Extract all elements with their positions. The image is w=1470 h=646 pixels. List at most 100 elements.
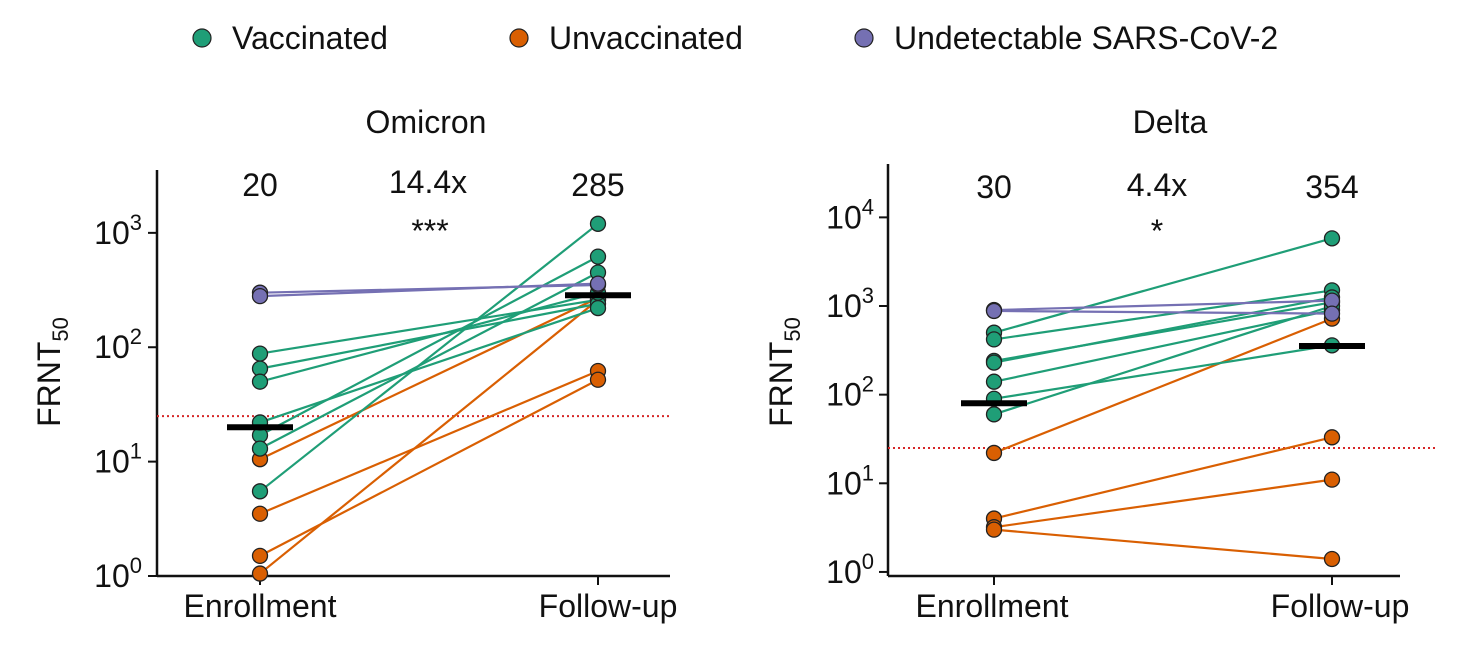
fold-change: 4.4x <box>1127 167 1187 203</box>
y-axis-label: FRNT50 <box>763 317 805 427</box>
y-axis-label: FRNT50 <box>31 317 73 427</box>
point-vaccinated <box>589 299 607 317</box>
point-vaccinated <box>1323 230 1341 247</box>
point-undetectable <box>1323 305 1341 322</box>
y-tick-label: 101 <box>826 460 874 501</box>
y-tick-exponent: 4 <box>862 194 874 219</box>
pair-line-unvaccinated <box>259 298 599 575</box>
pair-line-unvaccinated <box>259 378 599 557</box>
pair-line-vaccinated <box>993 289 1333 341</box>
y-tick-base: 10 <box>826 554 862 590</box>
legend-marker-unvaccinated <box>509 28 529 48</box>
fold-change: 14.4x <box>389 164 467 200</box>
y-axis-label-main: FRNT <box>763 342 799 427</box>
x-label-followup: Follow-up <box>539 588 678 624</box>
y-tick-label: 100 <box>94 553 142 594</box>
legend-marker-undetectable <box>854 28 874 48</box>
point-vaccinated <box>251 440 269 457</box>
y-axis-label-sub: 50 <box>48 317 73 341</box>
group-value-enrollment: 20 <box>242 167 278 203</box>
y-tick-label: 103 <box>826 283 874 324</box>
x-label-enrollment: Enrollment <box>916 588 1069 624</box>
pair-line-unvaccinated <box>993 528 1333 561</box>
y-tick-base: 10 <box>826 377 862 413</box>
y-tick-exponent: 3 <box>130 210 142 235</box>
point-vaccinated <box>985 331 1003 348</box>
y-tick-base: 10 <box>826 465 862 501</box>
point-vaccinated <box>251 373 269 390</box>
panel-omicron: Omicron 20 14.4x 285 *** FRNT50 10010110… <box>31 104 677 624</box>
y-tick-exponent: 0 <box>130 553 142 578</box>
point-vaccinated <box>985 354 1003 371</box>
y-tick-exponent: 1 <box>862 460 874 485</box>
legend: Vaccinated Unvaccinated Undetectable SAR… <box>192 20 1278 56</box>
point-vaccinated <box>589 215 607 232</box>
y-axis-label-main: FRNT <box>31 342 67 427</box>
point-vaccinated <box>985 373 1003 390</box>
point-vaccinated <box>251 483 269 500</box>
point-unvaccinated <box>985 521 1003 538</box>
panel-delta: Delta 30 4.4x 354 * FRNT50 1001011021031… <box>763 104 1435 624</box>
pair-line-undetectable <box>993 309 1333 315</box>
pair-line-unvaccinated <box>993 317 1333 454</box>
pair-line-unvaccinated <box>259 369 599 515</box>
point-undetectable <box>589 275 607 292</box>
pair-line-vaccinated <box>259 291 599 383</box>
point-unvaccinated <box>985 444 1003 462</box>
point-unvaccinated <box>1323 550 1341 568</box>
point-unvaccinated <box>251 505 269 522</box>
pair-line-vaccinated <box>993 296 1333 364</box>
y-tick-exponent: 1 <box>130 439 142 464</box>
point-vaccinated <box>251 345 269 362</box>
y-tick-label: 102 <box>94 324 142 365</box>
y-tick-base: 10 <box>94 444 130 480</box>
point-undetectable <box>251 287 269 305</box>
pair-line-vaccinated <box>993 304 1333 416</box>
y-tick-base: 10 <box>826 288 862 324</box>
x-label-followup: Follow-up <box>1271 588 1410 624</box>
pair-lines <box>259 222 599 575</box>
significance-stars: * <box>1151 213 1163 249</box>
y-tick-exponent: 0 <box>862 549 874 574</box>
significance-stars: *** <box>411 213 448 249</box>
pair-line-vaccinated <box>259 298 599 355</box>
pair-line-undetectable <box>259 282 599 298</box>
pair-line-unvaccinated <box>259 296 599 461</box>
y-tick-exponent: 3 <box>862 283 874 308</box>
data-points <box>251 215 607 582</box>
point-undetectable <box>985 302 1003 320</box>
point-unvaccinated <box>1323 429 1341 446</box>
point-vaccinated <box>589 248 607 265</box>
x-label-enrollment: Enrollment <box>184 588 337 624</box>
pair-line-vaccinated <box>259 222 599 493</box>
pair-lines <box>993 237 1333 561</box>
y-tick-exponent: 2 <box>862 372 874 397</box>
pair-line-unvaccinated <box>993 478 1333 529</box>
pair-line-unvaccinated <box>993 436 1333 520</box>
panel-title: Omicron <box>366 104 487 140</box>
legend-label-undetectable: Undetectable SARS-CoV-2 <box>894 20 1278 56</box>
point-unvaccinated <box>589 371 607 388</box>
y-tick-base: 10 <box>826 199 862 235</box>
pair-line-vaccinated <box>993 237 1333 334</box>
point-vaccinated <box>985 406 1003 423</box>
y-tick-label: 104 <box>826 194 874 235</box>
y-axis-label-sub: 50 <box>780 317 805 341</box>
y-tick-base: 10 <box>94 558 130 594</box>
panel-title: Delta <box>1133 104 1208 140</box>
legend-label-vaccinated: Vaccinated <box>232 20 388 56</box>
y-tick-exponent: 2 <box>130 324 142 349</box>
pair-line-vaccinated <box>993 344 1333 400</box>
y-tick-label: 100 <box>826 549 874 590</box>
y-tick-base: 10 <box>94 329 130 365</box>
y-tick-label: 103 <box>94 210 142 251</box>
y-tick-label: 101 <box>94 439 142 480</box>
group-value-followup: 354 <box>1305 169 1358 205</box>
group-value-followup: 285 <box>571 167 624 203</box>
point-unvaccinated <box>251 565 269 582</box>
y-tick-label: 102 <box>826 372 874 413</box>
pair-line-vaccinated <box>259 271 599 450</box>
